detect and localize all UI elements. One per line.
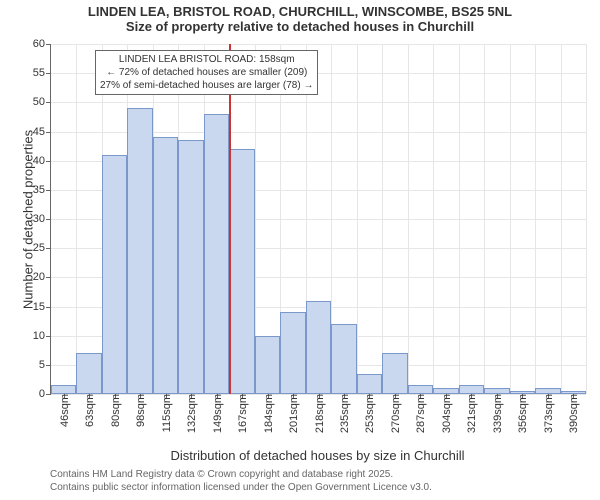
- xtick-label: 218sqm: [312, 394, 326, 433]
- histogram-bar: [357, 374, 382, 394]
- y-axis-label: Number of detached properties: [21, 120, 36, 320]
- chart-container: LINDEN LEA, BRISTOL ROAD, CHURCHILL, WIN…: [0, 0, 600, 500]
- gridline-v: [459, 44, 460, 394]
- xtick-label: 201sqm: [286, 394, 300, 433]
- histogram-bar: [255, 336, 280, 394]
- annotation-line-2: ← 72% of detached houses are smaller (20…: [100, 66, 313, 79]
- gridline-v: [510, 44, 511, 394]
- histogram-bar: [76, 353, 101, 394]
- xtick-label: 339sqm: [490, 394, 504, 433]
- gridline-v: [535, 44, 536, 394]
- annotation-line-3: 27% of semi-detached houses are larger (…: [100, 79, 313, 92]
- xtick-label: 235sqm: [337, 394, 351, 433]
- ytick-label: 5: [39, 359, 51, 371]
- xtick-label: 63sqm: [82, 394, 96, 427]
- x-axis-label: Distribution of detached houses by size …: [50, 448, 585, 463]
- xtick-label: 390sqm: [566, 394, 580, 433]
- gridline-v: [484, 44, 485, 394]
- gridline-v: [76, 44, 77, 394]
- footer-attribution: Contains HM Land Registry data © Crown c…: [50, 468, 432, 494]
- xtick-label: 115sqm: [159, 394, 173, 432]
- annotation-line-1: LINDEN LEA BRISTOL ROAD: 158sqm: [100, 53, 313, 66]
- histogram-bar: [331, 324, 356, 394]
- xtick-label: 80sqm: [108, 394, 122, 427]
- gridline-v: [561, 44, 562, 394]
- xtick-label: 149sqm: [210, 394, 224, 433]
- footer-line-2: Contains public sector information licen…: [50, 481, 432, 494]
- xtick-label: 98sqm: [133, 394, 147, 427]
- chart-title-2: Size of property relative to detached ho…: [0, 19, 600, 34]
- histogram-bar: [306, 301, 331, 394]
- gridline-h: [51, 44, 586, 45]
- histogram-bar: [229, 149, 254, 394]
- ytick-label: 60: [33, 38, 51, 50]
- xtick-label: 270sqm: [388, 394, 402, 433]
- histogram-bar: [178, 140, 203, 394]
- annotation-box: LINDEN LEA BRISTOL ROAD: 158sqm ← 72% of…: [95, 50, 318, 95]
- xtick-label: 184sqm: [261, 394, 275, 433]
- histogram-bar: [459, 385, 484, 394]
- xtick-label: 253sqm: [362, 394, 376, 433]
- ytick-label: 0: [39, 388, 51, 400]
- xtick-label: 373sqm: [541, 394, 555, 433]
- histogram-bar: [280, 312, 305, 394]
- xtick-label: 356sqm: [515, 394, 529, 433]
- ytick-label: 10: [33, 330, 51, 342]
- histogram-bar: [127, 108, 152, 394]
- histogram-bar: [204, 114, 229, 394]
- gridline-h: [51, 102, 586, 103]
- xtick-label: 167sqm: [235, 394, 249, 433]
- xtick-label: 321sqm: [464, 394, 478, 433]
- histogram-bar: [408, 385, 433, 394]
- xtick-label: 46sqm: [57, 394, 71, 427]
- xtick-label: 132sqm: [184, 394, 198, 433]
- xtick-label: 304sqm: [439, 394, 453, 433]
- gridline-v: [357, 44, 358, 394]
- gridline-v: [408, 44, 409, 394]
- gridline-v: [382, 44, 383, 394]
- footer-line-1: Contains HM Land Registry data © Crown c…: [50, 468, 432, 481]
- reference-marker-line: [229, 44, 231, 394]
- histogram-bar: [51, 385, 76, 394]
- gridline-v: [586, 44, 587, 394]
- plot-area: 05101520253035404550556046sqm63sqm80sqm9…: [50, 44, 586, 395]
- chart-title-1: LINDEN LEA, BRISTOL ROAD, CHURCHILL, WIN…: [0, 0, 600, 19]
- gridline-v: [433, 44, 434, 394]
- histogram-bar: [153, 137, 178, 394]
- xtick-label: 287sqm: [413, 394, 427, 433]
- ytick-label: 50: [33, 96, 51, 108]
- ytick-label: 55: [33, 67, 51, 79]
- histogram-bar: [382, 353, 407, 394]
- histogram-bar: [102, 155, 127, 394]
